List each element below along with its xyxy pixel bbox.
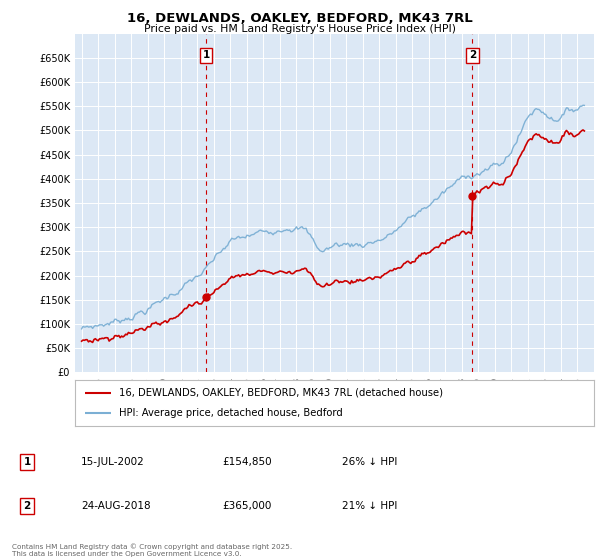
- Text: 16, DEWLANDS, OAKLEY, BEDFORD, MK43 7RL: 16, DEWLANDS, OAKLEY, BEDFORD, MK43 7RL: [127, 12, 473, 25]
- Text: Price paid vs. HM Land Registry's House Price Index (HPI): Price paid vs. HM Land Registry's House …: [144, 24, 456, 34]
- Text: 2: 2: [469, 50, 476, 60]
- Text: 24-AUG-2018: 24-AUG-2018: [81, 501, 151, 511]
- Text: 26% ↓ HPI: 26% ↓ HPI: [342, 457, 397, 467]
- Text: 21% ↓ HPI: 21% ↓ HPI: [342, 501, 397, 511]
- Text: HPI: Average price, detached house, Bedford: HPI: Average price, detached house, Bedf…: [119, 408, 343, 418]
- Text: Contains HM Land Registry data © Crown copyright and database right 2025.
This d: Contains HM Land Registry data © Crown c…: [12, 544, 292, 557]
- Text: £154,850: £154,850: [222, 457, 272, 467]
- Text: 1: 1: [23, 457, 31, 467]
- Text: £365,000: £365,000: [222, 501, 271, 511]
- Text: 2: 2: [23, 501, 31, 511]
- Text: 16, DEWLANDS, OAKLEY, BEDFORD, MK43 7RL (detached house): 16, DEWLANDS, OAKLEY, BEDFORD, MK43 7RL …: [119, 388, 443, 398]
- Text: 15-JUL-2002: 15-JUL-2002: [81, 457, 145, 467]
- Text: 1: 1: [203, 50, 210, 60]
